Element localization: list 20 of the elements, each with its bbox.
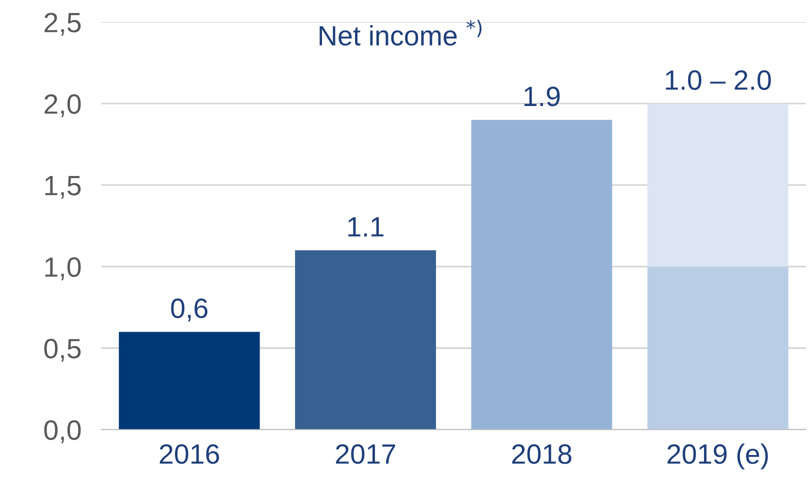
y-tick-label: 2,5 xyxy=(44,12,81,36)
bar xyxy=(471,120,612,430)
y-tick-label: 0,0 xyxy=(44,420,81,444)
bar xyxy=(118,332,260,430)
x-tick-label: 2019 (e) xyxy=(668,444,768,470)
data-label: 0,6 xyxy=(171,298,208,322)
y-tick-label: 2,0 xyxy=(44,94,81,118)
x-tick-label: 2016 xyxy=(160,444,220,464)
data-label: 1.1 xyxy=(348,217,384,236)
data-label: 1.9 xyxy=(524,86,560,106)
bar xyxy=(647,104,788,267)
data-label: 1.0 – 2.0 xyxy=(666,70,771,90)
bar xyxy=(295,250,436,430)
y-tick-label: 1,0 xyxy=(45,257,81,280)
chart-title: Net income $^{*)}$ xyxy=(320,20,482,46)
y-tick-label: 1,5 xyxy=(45,176,81,199)
y-tick-label: 0,5 xyxy=(44,338,81,362)
x-tick-label: 2017 xyxy=(336,444,396,464)
bar xyxy=(647,266,788,430)
x-tick-label: 2018 xyxy=(512,444,572,464)
